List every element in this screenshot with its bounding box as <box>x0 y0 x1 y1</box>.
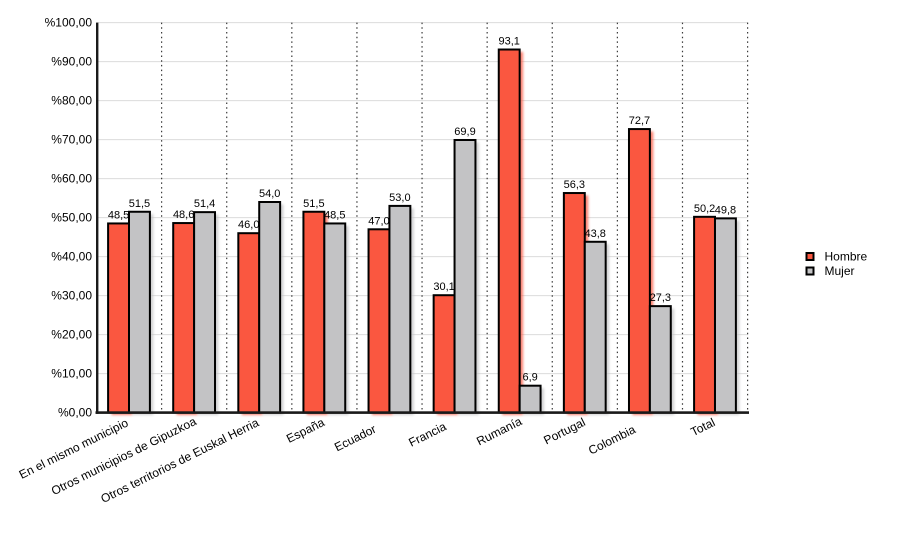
svg-text:Hombre: Hombre <box>825 250 868 264</box>
svg-text:%70,00: %70,00 <box>51 133 92 147</box>
svg-text:51,4: 51,4 <box>194 198 215 210</box>
svg-text:53,0: 53,0 <box>389 192 410 204</box>
svg-text:%0,00: %0,00 <box>58 406 92 420</box>
svg-text:48,6: 48,6 <box>173 209 194 221</box>
svg-text:48,5: 48,5 <box>108 209 129 221</box>
svg-text:50,2: 50,2 <box>694 203 715 215</box>
svg-text:%60,00: %60,00 <box>51 172 92 186</box>
svg-text:93,1: 93,1 <box>498 36 519 48</box>
svg-text:27,3: 27,3 <box>650 292 671 304</box>
svg-text:%100,00: %100,00 <box>45 16 93 30</box>
svg-text:69,9: 69,9 <box>454 126 475 138</box>
svg-text:43,8: 43,8 <box>585 228 606 240</box>
svg-text:51,5: 51,5 <box>303 198 324 210</box>
svg-text:%20,00: %20,00 <box>51 328 92 342</box>
svg-text:72,7: 72,7 <box>629 115 650 127</box>
svg-text:46,0: 46,0 <box>238 219 259 231</box>
svg-text:54,0: 54,0 <box>259 188 280 200</box>
svg-text:47,0: 47,0 <box>368 215 389 227</box>
svg-text:%50,00: %50,00 <box>51 211 92 225</box>
svg-text:51,5: 51,5 <box>129 198 150 210</box>
svg-text:56,3: 56,3 <box>564 179 585 191</box>
svg-text:30,1: 30,1 <box>433 281 454 293</box>
svg-text:%90,00: %90,00 <box>51 55 92 69</box>
svg-text:6,9: 6,9 <box>522 372 537 384</box>
svg-text:48,5: 48,5 <box>324 209 345 221</box>
svg-text:%40,00: %40,00 <box>51 250 92 264</box>
svg-text:%10,00: %10,00 <box>51 367 92 381</box>
svg-text:%80,00: %80,00 <box>51 94 92 108</box>
svg-text:%30,00: %30,00 <box>51 289 92 303</box>
svg-text:49,8: 49,8 <box>715 204 736 216</box>
svg-text:Mujer: Mujer <box>825 264 855 278</box>
